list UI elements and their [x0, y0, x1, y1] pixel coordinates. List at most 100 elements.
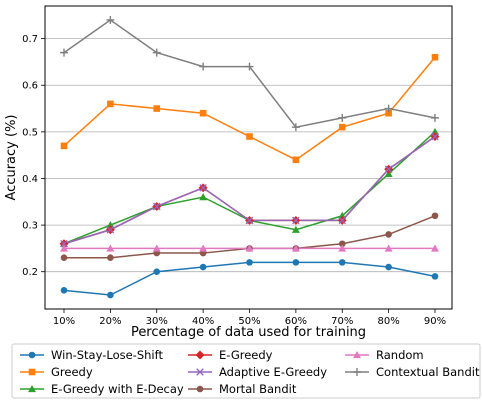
data-point-6 — [384, 244, 393, 252]
legend-swatch-marker — [353, 351, 361, 359]
data-point-2 — [106, 221, 115, 229]
data-point-4 — [338, 216, 347, 225]
data-point-0 — [292, 259, 300, 266]
series-lines — [63, 19, 436, 296]
data-point-7 — [338, 113, 347, 122]
data-point-7 — [384, 104, 393, 113]
data-point-0 — [199, 263, 207, 271]
data-point-1 — [385, 109, 392, 117]
legend-label: E-Greedy with E-Decay — [51, 382, 184, 396]
data-point-7 — [431, 113, 439, 122]
legend-label: Greedy — [51, 365, 93, 379]
data-point-5 — [385, 231, 392, 238]
legend-label: Win-Stay-Lose-Shift — [51, 348, 163, 362]
y-tick-label: 0.7 — [22, 34, 38, 45]
data-point-6 — [291, 244, 300, 252]
data-point-7 — [199, 62, 208, 71]
axis-ticks: 0.2 0.3 0.4 0.5 0.6 0.7 10% 20% 30% 40% 50% 60% 70% 8… — [22, 34, 446, 327]
x-tick-label: 50% — [238, 316, 260, 327]
data-point-4 — [245, 216, 254, 225]
y-tick-label: 0.5 — [22, 127, 38, 138]
data-point-2 — [291, 225, 300, 233]
legend-label: Adaptive E-Greedy — [219, 365, 327, 379]
data-point-4 — [292, 216, 300, 225]
data-point-0 — [385, 263, 392, 271]
legend-label: Random — [376, 348, 424, 362]
y-tick-label: 0.6 — [22, 81, 38, 92]
data-point-4 — [152, 202, 161, 211]
data-point-4 — [106, 225, 115, 234]
x-tick-label: 30% — [146, 316, 168, 327]
data-point-0 — [60, 287, 68, 294]
series-line-1 — [63, 56, 436, 161]
data-point-1 — [338, 123, 346, 131]
data-point-5 — [431, 212, 439, 220]
data-point-5 — [60, 254, 68, 262]
x-axis-label: Percentage of data used for training — [131, 325, 366, 340]
data-point-6 — [152, 244, 161, 252]
data-point-6 — [431, 244, 439, 252]
legend-label: Mortal Bandit — [219, 382, 297, 396]
legend-swatch-marker — [28, 368, 36, 376]
data-point-7 — [245, 62, 254, 71]
data-point-1 — [431, 53, 439, 61]
legend-frame — [11, 343, 481, 399]
data-point-4 — [431, 132, 439, 141]
series-line-3 — [63, 135, 436, 245]
data-point-6 — [106, 244, 115, 252]
data-point-1 — [292, 156, 300, 164]
data-point-0 — [431, 273, 439, 280]
data-point-1 — [107, 100, 114, 108]
legend-swatch-marker — [196, 385, 204, 393]
legend-label: E-Greedy — [219, 348, 273, 362]
legend-swatch-marker — [28, 385, 36, 393]
series-line-0 — [63, 261, 436, 296]
legend-swatch-marker — [353, 368, 361, 376]
series-line-4 — [63, 135, 436, 245]
data-point-1 — [60, 142, 68, 150]
data-point-0 — [153, 268, 161, 276]
data-point-0 — [246, 259, 253, 266]
data-point-0 — [338, 259, 346, 266]
y-tick-label: 0.4 — [22, 174, 38, 185]
x-tick-label: 90% — [424, 316, 446, 327]
data-point-1 — [246, 133, 253, 140]
data-point-6 — [199, 244, 208, 252]
legend-label: Contextual Bandit — [376, 365, 480, 379]
data-point-4 — [60, 239, 68, 248]
data-point-5 — [338, 240, 346, 248]
data-point-7 — [291, 123, 300, 132]
data-point-5 — [107, 254, 114, 262]
data-point-6 — [338, 244, 347, 252]
data-point-1 — [199, 109, 207, 117]
gridlines — [45, 38, 452, 273]
legend-swatch-marker — [196, 368, 204, 376]
y-tick-label: 0.3 — [22, 221, 38, 232]
data-point-7 — [60, 48, 68, 57]
x-tick-label: 40% — [192, 316, 214, 327]
data-point-6 — [60, 244, 68, 252]
x-tick-label: 20% — [99, 316, 121, 327]
data-point-7 — [152, 48, 161, 57]
plot-area-frame — [44, 5, 453, 310]
series-line-2 — [63, 131, 436, 245]
legend: Win-Stay-Lose-Shift Greedy E-Greedy with E… — [11, 343, 481, 399]
legend-swatch-marker — [28, 351, 36, 359]
data-point-4 — [384, 165, 393, 173]
data-point-1 — [153, 105, 161, 112]
series-markers — [59, 16, 440, 299]
y-axis-label: Accuracy (%) — [4, 115, 19, 201]
y-tick-label: 0.2 — [22, 267, 38, 278]
x-tick-label: 60% — [285, 316, 307, 327]
x-tick-label: 10% — [53, 316, 75, 327]
data-point-0 — [107, 291, 114, 299]
x-tick-label: 70% — [331, 316, 353, 327]
data-point-2 — [338, 211, 347, 219]
data-point-2 — [431, 127, 439, 136]
series-line-7 — [63, 19, 436, 129]
data-point-6 — [245, 244, 254, 252]
data-point-2 — [199, 193, 208, 201]
data-point-4 — [199, 184, 207, 192]
legend-swatch-marker — [195, 350, 205, 360]
